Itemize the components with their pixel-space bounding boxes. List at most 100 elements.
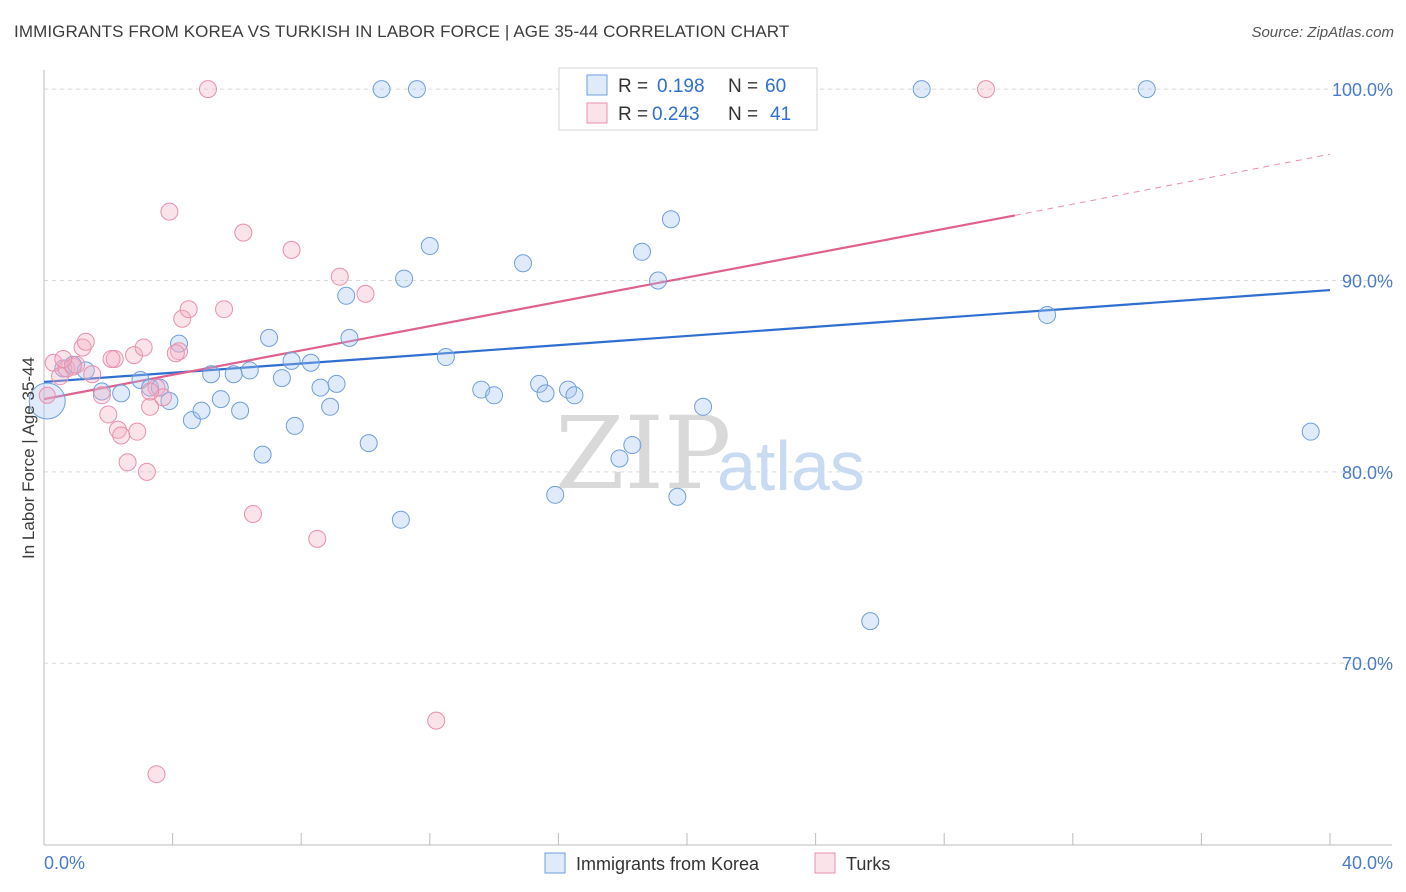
series-legend-swatch-korea bbox=[544, 852, 566, 874]
korea-point bbox=[282, 351, 301, 370]
turks-point bbox=[234, 223, 253, 242]
turks-point bbox=[243, 504, 262, 523]
turks-point bbox=[118, 453, 137, 472]
turks-point bbox=[38, 386, 56, 404]
turks-trend-extension bbox=[1014, 153, 1331, 216]
korea-point bbox=[436, 348, 455, 367]
turks-point bbox=[51, 367, 70, 386]
korea-point bbox=[530, 374, 549, 393]
series-legend-swatch-turks bbox=[814, 852, 836, 874]
turks-point bbox=[76, 332, 95, 351]
legend-r-label-turks: R = bbox=[618, 104, 648, 125]
legend-n-value-korea: 60 bbox=[765, 76, 786, 97]
turks-point bbox=[141, 382, 160, 401]
turks-point bbox=[356, 284, 375, 303]
korea-point bbox=[649, 271, 668, 290]
y-tick-label: 90.0% bbox=[1342, 271, 1393, 291]
turks-point bbox=[137, 462, 156, 481]
korea-point bbox=[211, 390, 230, 409]
turks-point bbox=[427, 711, 446, 730]
watermark: ZIP atlas bbox=[555, 395, 865, 512]
korea-point bbox=[285, 416, 304, 435]
turks-point bbox=[63, 357, 82, 376]
series-legend-label-turks: Turks bbox=[846, 854, 890, 874]
korea-point bbox=[623, 436, 642, 455]
korea-point bbox=[372, 80, 391, 99]
legend-swatch-turks bbox=[586, 102, 608, 124]
legend-r-value-korea: 0.198 bbox=[657, 76, 705, 97]
turks-point bbox=[134, 338, 153, 357]
turks-point bbox=[976, 80, 995, 99]
turks-point bbox=[125, 346, 144, 365]
trend-lines bbox=[43, 153, 1331, 401]
korea-point bbox=[192, 401, 211, 420]
y-tick-label: 80.0% bbox=[1342, 463, 1393, 483]
turks-point bbox=[92, 386, 111, 405]
chart-source: Source: ZipAtlas.com bbox=[1251, 24, 1394, 41]
turks-point bbox=[198, 80, 217, 99]
x-tick-label: 0.0% bbox=[44, 853, 85, 873]
legend-swatch-korea bbox=[586, 74, 608, 96]
korea-point bbox=[260, 328, 279, 347]
korea-point bbox=[565, 386, 584, 405]
korea-point bbox=[536, 384, 555, 403]
legend-n-value-turks: 41 bbox=[770, 104, 791, 125]
korea-point bbox=[327, 374, 346, 393]
chart-title: IMMIGRANTS FROM KOREA VS TURKISH IN LABO… bbox=[14, 22, 790, 41]
korea-point bbox=[485, 386, 504, 405]
watermark-zip: ZIP bbox=[555, 395, 731, 512]
korea-point bbox=[224, 365, 243, 384]
korea-point bbox=[131, 371, 150, 389]
turks-point bbox=[73, 338, 92, 357]
korea-point bbox=[694, 397, 713, 416]
turks-point bbox=[308, 529, 327, 548]
korea-point bbox=[1038, 305, 1057, 324]
grid-lines bbox=[44, 88, 1392, 664]
korea-point bbox=[28, 382, 66, 420]
turks-trend-line bbox=[43, 214, 1016, 401]
turks-point bbox=[102, 349, 121, 368]
korea-point bbox=[141, 378, 160, 397]
turks-point bbox=[83, 365, 102, 384]
korea-point bbox=[337, 286, 356, 305]
turks-point bbox=[215, 300, 234, 319]
turks-point bbox=[128, 422, 147, 441]
turks-point bbox=[57, 359, 76, 378]
turks-point bbox=[108, 420, 127, 439]
y-axis-label: In Labor Force | Age 35-44 bbox=[19, 357, 38, 559]
korea-point bbox=[391, 510, 410, 529]
turks-point bbox=[99, 405, 118, 424]
korea-point bbox=[661, 210, 680, 229]
korea-point bbox=[92, 382, 111, 401]
korea-point bbox=[311, 378, 330, 397]
legend-n-label-korea: N = bbox=[728, 76, 758, 97]
y-tick-label: 70.0% bbox=[1342, 654, 1393, 674]
turks-point bbox=[112, 426, 131, 445]
korea-point bbox=[407, 80, 426, 99]
turks-point bbox=[54, 349, 73, 368]
korea-point bbox=[395, 269, 414, 288]
korea-point bbox=[420, 237, 439, 256]
tick-labels: 70.0% 80.0% 90.0% 100.0% 0.0% 40.0% bbox=[44, 80, 1393, 873]
turks-point bbox=[282, 240, 301, 259]
korea-point bbox=[301, 353, 320, 372]
turks-point bbox=[330, 267, 349, 286]
korea-point bbox=[321, 397, 340, 416]
y-tick-label: 100.0% bbox=[1332, 80, 1393, 100]
korea-point bbox=[1301, 422, 1320, 441]
x-tick-label: 40.0% bbox=[1342, 853, 1393, 873]
turks-point bbox=[160, 202, 179, 221]
korea-point bbox=[546, 485, 565, 504]
korea-point bbox=[170, 334, 189, 353]
korea-point bbox=[861, 612, 880, 631]
legend-r-value-turks: 0.243 bbox=[652, 104, 700, 125]
korea-point bbox=[112, 384, 131, 403]
korea-point bbox=[340, 328, 359, 347]
turks-point bbox=[173, 309, 192, 328]
data-points bbox=[28, 80, 1320, 784]
korea-trend-line bbox=[43, 288, 1331, 384]
axes bbox=[43, 70, 1392, 846]
stats-legend: R = 0.198 N = 60 R = 0.243 N = 41 bbox=[558, 67, 818, 131]
turks-point bbox=[170, 342, 189, 361]
